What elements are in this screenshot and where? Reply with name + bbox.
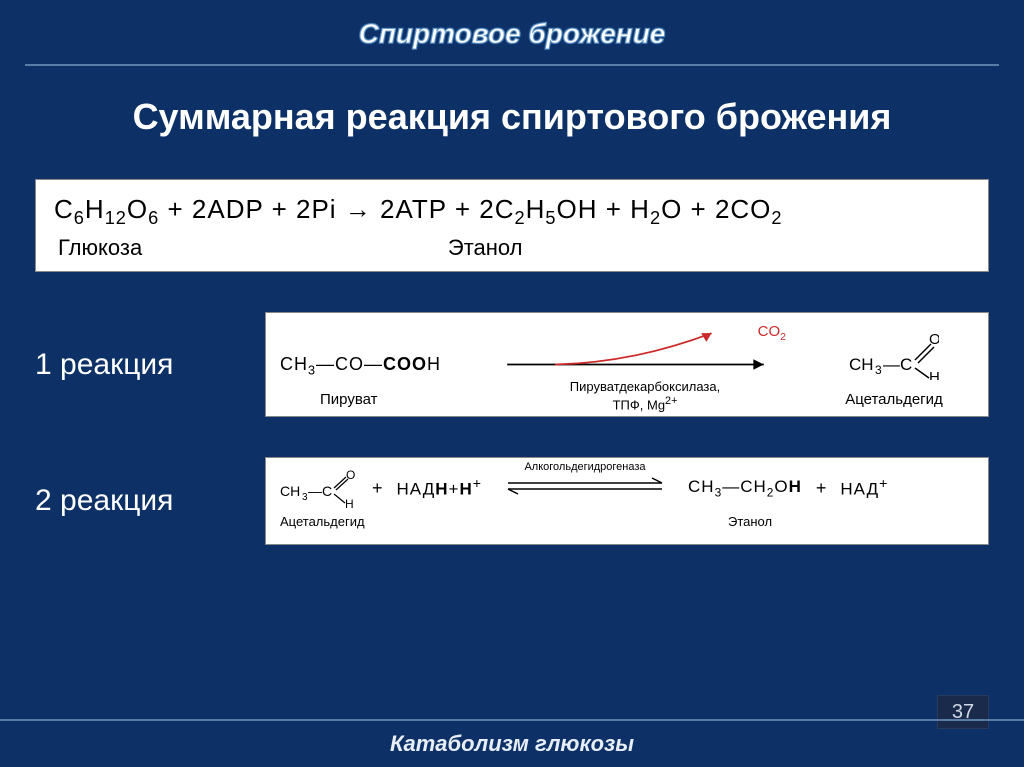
- footer-text: Катаболизм глюкозы: [390, 731, 634, 757]
- slide-subtitle: Суммарная реакция спиртового брожения: [0, 66, 1024, 169]
- reaction-2-label: 2 реакция: [35, 484, 265, 518]
- reaction-2-enzyme: Алкогольдегидрогеназа: [524, 461, 645, 473]
- svg-text:H: H: [345, 497, 354, 508]
- svg-text:CH: CH: [849, 355, 874, 374]
- overall-equation-formula: C6H12O6 + 2ADP + 2Pi → 2ATP + 2C2H5OH + …: [54, 194, 970, 229]
- svg-text:—C: —C: [308, 483, 332, 499]
- svg-text:O: O: [346, 468, 355, 482]
- acetaldehyde-small-icon: CH3 —C O H: [280, 468, 358, 508]
- reaction-1-enzyme: Пируватдекарбоксилаза, ТПФ, Mg2+: [570, 379, 720, 413]
- reaction-1-reactant: CH3—CO—COOH Пируват: [280, 334, 470, 409]
- reaction-2-arrow: Алкогольдегидрогеназа: [500, 477, 670, 499]
- ethanol-formula: CH3—CH2OH: [688, 477, 802, 499]
- reaction-1-label: 1 реакция: [35, 348, 265, 382]
- nad-formula: НАД+: [840, 476, 888, 500]
- acetaldehyde-structure-icon: CH3 —C O H: [849, 330, 939, 380]
- reaction-1-row: 1 реакция CH3—CO—COOH Пируват CO2 Пирува…: [35, 312, 989, 417]
- enzyme-1-line1: Пируватдекарбоксилаза,: [570, 379, 720, 395]
- overall-equation-box: C6H12O6 + 2ADP + 2Pi → 2ATP + 2C2H5OH + …: [35, 179, 989, 272]
- acetaldehyde-caption: Ацетальдегид: [280, 514, 560, 529]
- slide-header-title: Спиртовое брожение: [0, 0, 1024, 64]
- reaction-1-box: CH3—CO—COOH Пируват CO2 Пируватдекарбокс…: [265, 312, 989, 417]
- enzyme-1-line2: ТПФ, Mg2+: [570, 395, 720, 413]
- plus-sign-1: +: [372, 478, 383, 499]
- equation-label-glucose: Глюкоза: [54, 235, 448, 261]
- equation-label-ethanol: Этанол: [448, 235, 523, 261]
- acetaldehyde-name: Ацетальдегид: [814, 391, 974, 408]
- pyruvate-formula: CH3—CO—COOH: [280, 354, 470, 378]
- svg-text:O: O: [929, 331, 939, 348]
- slide-footer: Катаболизм глюкозы: [0, 719, 1024, 767]
- equation-labels-row: Глюкоза Этанол: [54, 235, 970, 261]
- reaction-2-captions: Ацетальдегид Этанол: [280, 514, 974, 529]
- nadh-formula: НАДН+H+: [397, 476, 482, 500]
- reaction-1-arrow-zone: CO2 Пируватдекарбоксилаза, ТПФ, Mg2+: [470, 321, 814, 408]
- reaction-2-box: CH3 —C O H + НАДН+H+ Алкогольдегидрогена…: [265, 457, 989, 545]
- ethanol-caption: Этанол: [728, 514, 772, 529]
- svg-text:3: 3: [875, 363, 882, 377]
- co2-leaving-label: CO2: [758, 323, 786, 343]
- pyruvate-name: Пируват: [320, 391, 470, 408]
- reaction-2-equation-line: CH3 —C O H + НАДН+H+ Алкогольдегидрогена…: [280, 468, 974, 508]
- plus-sign-2: +: [816, 478, 827, 499]
- equilibrium-arrow-icon: [500, 477, 670, 495]
- svg-text:CH: CH: [280, 483, 300, 499]
- reaction-1-product: CH3 —C O H Ацетальдегид: [814, 330, 974, 408]
- svg-text:—C: —C: [883, 355, 912, 374]
- svg-text:H: H: [929, 369, 939, 380]
- reaction-2-row: 2 реакция CH3 —C O H + НАДН+H+ Алкогольд…: [35, 457, 989, 545]
